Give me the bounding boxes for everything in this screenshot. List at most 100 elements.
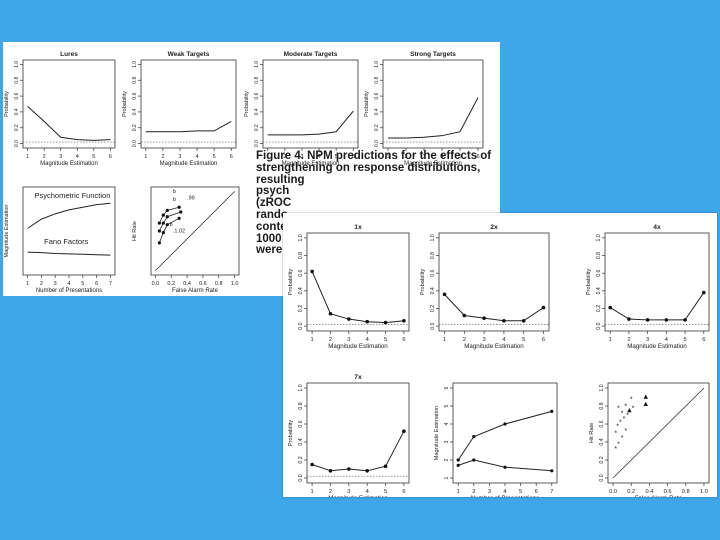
bottom-panel-4-frame: [306, 382, 410, 484]
top-panel-6-point: [177, 205, 181, 209]
bottom-panel-6-ytick-label: 0.0: [599, 474, 605, 481]
bottom-panel-6-star-point: *: [621, 435, 624, 442]
bottom-panel-3-title: 4x: [653, 224, 661, 231]
top-panel-2-xtick-label: 4: [196, 154, 199, 160]
top-panel-2-plot: Weak Targets Magnitude Estimation Probabil…: [122, 51, 237, 167]
bottom-panel-2-point: [521, 319, 526, 323]
bottom-panel-5-ytick-label: 1: [444, 476, 450, 479]
top-panel-6-xtick-label: 0.6: [199, 281, 207, 287]
top-panel-2-ytick-label: 0.8: [132, 77, 138, 84]
bottom-panel-3-xtick-label: 5: [683, 337, 686, 343]
top-panel-1-ylabel: Probability: [4, 91, 10, 117]
top-panel-3-ytick-label: 0.0: [254, 140, 260, 147]
top-panel-6-xtick-label: 0.2: [167, 281, 175, 287]
bottom-panel-5-series-line-1: [457, 410, 552, 461]
bottom-panel-6-star-point: *: [624, 404, 627, 411]
bottom-panel-5-ytick-label: 2: [444, 458, 450, 461]
top-panel-5-plot: Number of Presentations Magnitude Estimat…: [4, 186, 116, 294]
bottom-panel-4-ytick-label: 1.0: [298, 384, 304, 391]
top-panel-2-xtick-label: 2: [161, 154, 164, 160]
bottom-panel-3-xtick-label: 2: [627, 337, 630, 343]
top-panel-6-annotation-1: b: [173, 189, 176, 195]
bottom-panel-3-point: [683, 318, 687, 322]
top-panel-6-ylabel: Hit Rate: [132, 221, 138, 241]
top-panel-6-annotation-4: .99: [187, 195, 195, 201]
bottom-panel-6-xtick-label: 0.4: [645, 489, 653, 495]
top-panel-4-xtick-label: 3: [422, 154, 425, 160]
bottom-panel-1-point: [402, 319, 406, 323]
bottom-panel-4-point: [328, 469, 333, 473]
top-panel-2-ytick-label: 0.2: [132, 124, 138, 131]
bottom-panel-2-ytick-label: 0.6: [430, 269, 436, 276]
top-panel-5-annotation-1: Psychometric Function: [35, 191, 111, 200]
bottom-panel-6-ytick-label: 0.6: [599, 420, 605, 427]
top-panel-4-frame: [382, 59, 484, 149]
top-panel-2-xtick-label: 6: [230, 154, 233, 160]
top-panel-3-xtick-label: 3: [300, 154, 303, 160]
bottom-panel-6-star-point: *: [619, 420, 622, 427]
top-panel-5-ylabel: Magnitude Estimation: [4, 205, 10, 258]
bottom-panel-3-point: [664, 318, 669, 322]
top-panel-6-point: [161, 213, 165, 217]
bottom-panel-1-ytick-label: 0.2: [298, 305, 304, 312]
top-panel-6-point: [161, 230, 165, 235]
bottom-panel-1-xtick-label: 4: [366, 337, 369, 343]
bottom-panel-5-xtick-label: 2: [472, 489, 475, 495]
bottom-panel-3-plot: 4x Magnitude Estimation Probability 1 2 3 4 5 6 0…: [586, 224, 710, 350]
top-panel-5-xtick-label: 5: [81, 281, 84, 287]
bottom-panel-1-ytick-label: 0.0: [298, 322, 304, 329]
top-panel-1-ytick-label: 0.8: [14, 77, 20, 84]
bottom-panel-5-plot: Number of Presentations Magnitude Estimat…: [434, 382, 558, 497]
bottom-panel-2-title: 2x: [490, 224, 498, 231]
top-panel-6-point: [179, 210, 183, 214]
bottom-panel-1-ytick-label: 0.8: [298, 252, 304, 259]
caption-line-3: psych: [256, 185, 290, 198]
caption-line-2: strengthening on response distributions,…: [256, 161, 481, 186]
top-panel-4-ytick-label: 0.4: [374, 108, 380, 115]
figure-bottom-canvas: 1x Magnitude Estimation Probability 1 2 3 4 5 6 0…: [288, 224, 710, 497]
caption-line-7: 1000: [256, 232, 282, 245]
bottom-panel-6-star-point: *: [621, 411, 624, 418]
bottom-panel-1-frame: [306, 232, 410, 332]
bottom-panel-4-xtick-label: 2: [329, 489, 332, 495]
bottom-panel-2-ytick-label: 0.0: [430, 322, 436, 329]
top-panel-5-xtick-label: 3: [54, 281, 57, 287]
bottom-panel-5-ytick-label: 4: [444, 422, 450, 425]
top-panel-2-xtick-label: 1: [144, 154, 147, 160]
top-panel-3-xlabel: Magnitude Estimation: [282, 161, 340, 167]
bottom-panel-6-xtick-label: 0.2: [627, 489, 635, 495]
bottom-panel-4-ytick-label: 0.6: [298, 420, 304, 427]
top-panel-1-ytick-label: 0.2: [14, 124, 20, 131]
bottom-panel-4-series-line: [311, 430, 405, 472]
bottom-panel-4-ytick-label: 0.4: [298, 438, 304, 445]
bottom-panel-1-xtick-label: 5: [384, 337, 387, 343]
caption-line-6: conte: [256, 220, 287, 233]
bottom-panel-1-point: [310, 269, 314, 274]
bottom-panel-6-triangle-point: [643, 401, 648, 406]
bottom-panel-6-star-point: *: [630, 396, 633, 403]
bottom-panel-3-ytick-label: 0.2: [596, 305, 602, 312]
bottom-panel-2-xtick-label: 1: [443, 337, 446, 343]
top-panel-4-xtick-label: 2: [404, 154, 407, 160]
top-panel-2-series-line: [145, 120, 232, 133]
bottom-panel-1-point: [365, 319, 369, 324]
top-panel-6-xlabel: False Alarm Rate: [172, 288, 219, 294]
bottom-panel-2-series-line: [444, 294, 544, 322]
bottom-panel-5-ytick-label: 6: [444, 386, 450, 389]
top-panel-5-xtick-label: 1: [26, 281, 29, 287]
bottom-panel-6-star-point: *: [617, 441, 620, 448]
bottom-panel-2-point: [502, 319, 506, 323]
top-panel-4-ytick-label: 0.6: [374, 92, 380, 99]
top-panel-6-diagonal: [155, 191, 235, 271]
top-panel-2-xlabel: Magnitude Estimation: [160, 161, 218, 167]
figure-caption: Figure 4. NPM predictions for the effect…: [256, 150, 496, 257]
bottom-panel-1-ytick-label: 1.0: [298, 234, 304, 241]
bottom-panel-6-ylabel: Hit Rate: [589, 423, 595, 444]
top-panel-6-point: [165, 208, 169, 213]
bottom-panel-4-point: [402, 429, 406, 433]
bottom-panel-4-ytick-label: 0.2: [298, 456, 304, 463]
top-panel-6-xtick-label: 0.8: [215, 281, 223, 287]
top-panel-2-title: Weak Targets: [168, 51, 210, 58]
bottom-panel-3-point: [702, 290, 706, 295]
top-panel-3-plot: Moderate Targets Magnitude Estimation Prob…: [244, 51, 359, 167]
